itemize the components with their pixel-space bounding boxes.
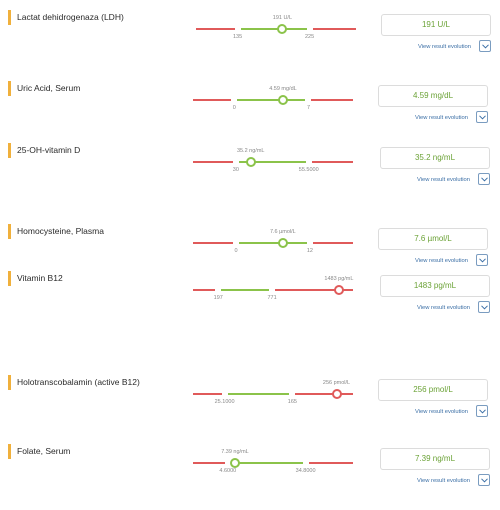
value-label: 35.2 ng/mL (236, 148, 265, 154)
range-normal-segment (227, 393, 290, 395)
range-low-label: 0 (234, 248, 238, 254)
expand-evolution-button[interactable] (476, 254, 488, 266)
result-value-box: 256 pmol/L (378, 379, 488, 401)
result-row: Folate, Serum 7.39 ng/mL 4.6000 34.8000 7.39… (0, 444, 500, 504)
value-marker (277, 95, 288, 105)
value-marker (331, 389, 342, 399)
range-low-segment (193, 242, 234, 244)
result-value-box: 35.2 ng/mL (380, 147, 490, 169)
test-name: Lactat dehidrogenaza (LDH) (8, 10, 124, 25)
view-result-evolution-link[interactable]: View result evolution (417, 44, 471, 50)
range-normal-segment (221, 289, 270, 291)
range-gauge: 35.2 ng/mL 30 55.5000 (193, 147, 353, 187)
value-marker (277, 24, 288, 34)
range-low-segment (193, 393, 222, 395)
range-normal-segment (238, 161, 306, 163)
range-high-segment (295, 393, 353, 395)
range-high-segment (311, 161, 353, 163)
value-marker (333, 285, 344, 295)
range-low-label: 25.1000 (214, 399, 235, 405)
expand-evolution-button[interactable] (476, 405, 488, 417)
view-result-evolution-link[interactable]: View result evolution (414, 115, 468, 121)
range-high-segment (311, 99, 353, 101)
range-low-label: 4.6000 (219, 468, 237, 474)
result-value-box: 7.6 µmol/L (378, 228, 488, 250)
value-marker (277, 238, 288, 248)
expand-evolution-button[interactable] (479, 40, 491, 52)
view-result-evolution-link[interactable]: View result evolution (414, 409, 468, 415)
view-result-evolution-link[interactable]: View result evolution (416, 177, 470, 183)
range-low-segment (193, 99, 232, 101)
test-name: Vitamin B12 (8, 271, 63, 286)
view-result-evolution[interactable]: View result evolution (370, 301, 490, 315)
range-high-label: 12 (306, 248, 313, 254)
result-value-box: 1483 pg/mL (380, 275, 490, 297)
range-low-segment (196, 28, 235, 30)
result-row: Lactat dehidrogenaza (LDH) 191 U/L 135 225 1… (0, 10, 500, 70)
view-result-evolution[interactable]: View result evolution (368, 111, 488, 125)
range-high-label: 225 (305, 34, 315, 40)
expand-evolution-button[interactable] (478, 301, 490, 313)
result-row: 25-OH-vitamin D 35.2 ng/mL 30 55.5000 35.2 n… (0, 143, 500, 203)
range-normal-segment (237, 99, 306, 101)
range-low-segment (193, 161, 233, 163)
value-marker (229, 458, 240, 468)
range-high-segment (275, 289, 353, 291)
expand-evolution-button[interactable] (478, 173, 490, 185)
range-high-segment (312, 28, 356, 30)
value-label: 191 U/L (272, 15, 293, 21)
range-gauge: 256 pmol/L 25.1000 165 (193, 379, 353, 419)
range-high-label: 34.8000 (295, 468, 316, 474)
range-normal-segment (240, 28, 307, 30)
range-high-label: 165 (287, 399, 297, 405)
range-gauge: 7.6 µmol/L 0 12 (193, 228, 353, 268)
value-label: 4.59 mg/dL (269, 86, 297, 92)
test-name: Folate, Serum (8, 444, 70, 459)
value-label: 1483 pg/mL (324, 276, 354, 282)
value-label: 256 pmol/L (322, 380, 351, 386)
result-value-box: 4.59 mg/dL (378, 85, 488, 107)
range-gauge: 191 U/L 135 225 (196, 14, 356, 54)
range-high-segment (308, 462, 353, 464)
range-high-label: 55.5000 (298, 167, 319, 173)
result-row: Holotranscobalamin (active B12) 256 pmol/… (0, 375, 500, 435)
value-label: 7.6 µmol/L (269, 229, 296, 235)
range-low-label: 197 (213, 295, 223, 301)
test-name: 25-OH-vitamin D (8, 143, 80, 158)
view-result-evolution-link[interactable]: View result evolution (416, 305, 470, 311)
value-label: 7.39 ng/mL (221, 449, 249, 455)
range-high-segment (312, 242, 353, 244)
range-low-label: 135 (233, 34, 243, 40)
range-normal-segment (239, 242, 307, 244)
range-normal-segment (230, 462, 303, 464)
range-low-segment (193, 462, 225, 464)
range-low-label: 0 (232, 105, 236, 111)
range-low-label: 30 (232, 167, 239, 173)
test-name: Uric Acid, Serum (8, 81, 80, 96)
view-result-evolution-link[interactable]: View result evolution (414, 258, 468, 264)
range-gauge: 7.39 ng/mL 4.6000 34.8000 (193, 448, 353, 488)
result-row: Uric Acid, Serum 4.59 mg/dL 0 7 4.59 mg/dL Vi… (0, 81, 500, 141)
test-name: Homocysteine, Plasma (8, 224, 104, 239)
view-result-evolution-link[interactable]: View result evolution (416, 478, 470, 484)
value-marker (245, 157, 256, 167)
range-gauge: 1483 pg/mL 197 771 (193, 275, 353, 315)
range-high-label: 7 (306, 105, 311, 111)
view-result-evolution[interactable]: View result evolution (368, 254, 488, 268)
view-result-evolution[interactable]: View result evolution (370, 474, 490, 488)
range-low-segment (193, 289, 216, 291)
result-row: Homocysteine, Plasma 7.6 µmol/L 0 12 7.6 µmo… (0, 224, 500, 284)
result-value-box: 7.39 ng/mL (380, 448, 490, 470)
expand-evolution-button[interactable] (478, 474, 490, 486)
view-result-evolution[interactable]: View result evolution (371, 40, 491, 54)
test-name: Holotranscobalamin (active B12) (8, 375, 140, 390)
result-row: Vitamin B12 1483 pg/mL 197 771 1483 pg/mL Vie… (0, 271, 500, 331)
view-result-evolution[interactable]: View result evolution (370, 173, 490, 187)
expand-evolution-button[interactable] (476, 111, 488, 123)
result-value-box: 191 U/L (381, 14, 491, 36)
range-gauge: 4.59 mg/dL 0 7 (193, 85, 353, 125)
view-result-evolution[interactable]: View result evolution (368, 405, 488, 419)
range-high-label: 771 (267, 295, 277, 301)
